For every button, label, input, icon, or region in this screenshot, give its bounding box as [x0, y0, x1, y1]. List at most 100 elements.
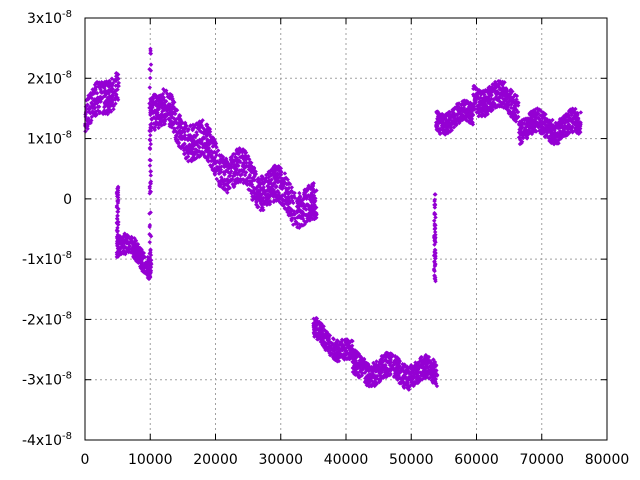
data-point [130, 242, 136, 247]
data-point [278, 172, 284, 177]
data-point [103, 103, 108, 108]
data-point [189, 150, 194, 156]
data-point [420, 377, 425, 382]
data-point [165, 104, 170, 109]
data-point [223, 187, 228, 193]
y-tick-label: 3x10-8 [27, 9, 72, 27]
data-point [330, 346, 336, 352]
data-point [294, 209, 299, 214]
data-point [269, 177, 274, 182]
data-point [204, 144, 210, 149]
data-point [470, 112, 476, 117]
data-point [123, 251, 128, 257]
data-point [432, 381, 438, 386]
data-point [225, 190, 230, 195]
data-point [189, 135, 194, 141]
data-point [534, 129, 539, 134]
data-point [434, 125, 440, 131]
data-point [480, 102, 486, 107]
data-point [84, 106, 90, 112]
data-point [387, 353, 393, 358]
data-point [184, 123, 189, 129]
data-point [93, 87, 98, 92]
data-point [84, 98, 89, 103]
data-point [217, 168, 223, 174]
data-point [423, 354, 428, 359]
data-point [147, 145, 153, 151]
data-point [106, 88, 111, 93]
data-point [575, 112, 580, 117]
data-point [535, 120, 540, 125]
data-point [263, 178, 268, 183]
data-point [320, 343, 326, 348]
data-point [197, 128, 203, 134]
data-point [363, 365, 369, 370]
data-point [215, 159, 220, 164]
data-point [308, 192, 314, 198]
data-point [147, 211, 152, 216]
data-point [148, 103, 153, 108]
data-point [89, 95, 94, 101]
data-point [407, 371, 412, 376]
data-point [110, 93, 115, 98]
data-point [478, 89, 483, 95]
data-point [567, 130, 572, 135]
data-point [345, 351, 351, 357]
data-point [138, 260, 143, 265]
data-point [479, 107, 484, 113]
data-point [254, 199, 259, 204]
data-point [537, 116, 542, 122]
data-point [566, 126, 571, 132]
data-point [115, 225, 120, 231]
data-point [252, 194, 257, 199]
data-point [297, 200, 303, 206]
data-point [292, 195, 298, 201]
data-point [193, 140, 198, 145]
data-point [95, 108, 101, 113]
data-point [563, 125, 568, 131]
data-point [451, 121, 456, 126]
data-point [275, 188, 280, 194]
data-point [174, 107, 179, 112]
data-point [513, 103, 518, 108]
data-point [463, 115, 468, 121]
data-point [489, 84, 495, 90]
data-point [456, 116, 462, 121]
data-point [363, 378, 369, 383]
data-point [208, 158, 214, 164]
data-point [258, 207, 263, 213]
data-point [168, 93, 173, 98]
data-point [252, 174, 257, 179]
data-point [302, 212, 307, 217]
data-point [553, 120, 558, 126]
data-point [465, 99, 471, 105]
data-point [530, 124, 535, 129]
data-point [423, 370, 428, 375]
data-point [113, 74, 119, 79]
data-point [154, 115, 159, 120]
data-point [226, 165, 232, 171]
data-point [121, 245, 126, 251]
data-point [202, 135, 207, 141]
data-point [554, 140, 560, 146]
data-point [574, 128, 580, 133]
data-point [282, 171, 288, 176]
data-point [236, 148, 242, 154]
data-point [148, 268, 154, 273]
data-point [318, 332, 323, 337]
data-point [148, 122, 153, 127]
data-point [152, 108, 157, 113]
data-point [421, 365, 426, 370]
data-point [107, 89, 113, 94]
data-point [190, 146, 196, 151]
data-point [90, 110, 96, 115]
data-point [350, 338, 355, 344]
data-point [364, 374, 370, 380]
data-point [200, 150, 205, 155]
data-point [114, 216, 120, 221]
data-point [109, 97, 115, 103]
data-point [109, 76, 115, 81]
data-point [482, 113, 488, 119]
data-point [210, 135, 216, 140]
data-point [334, 340, 339, 345]
